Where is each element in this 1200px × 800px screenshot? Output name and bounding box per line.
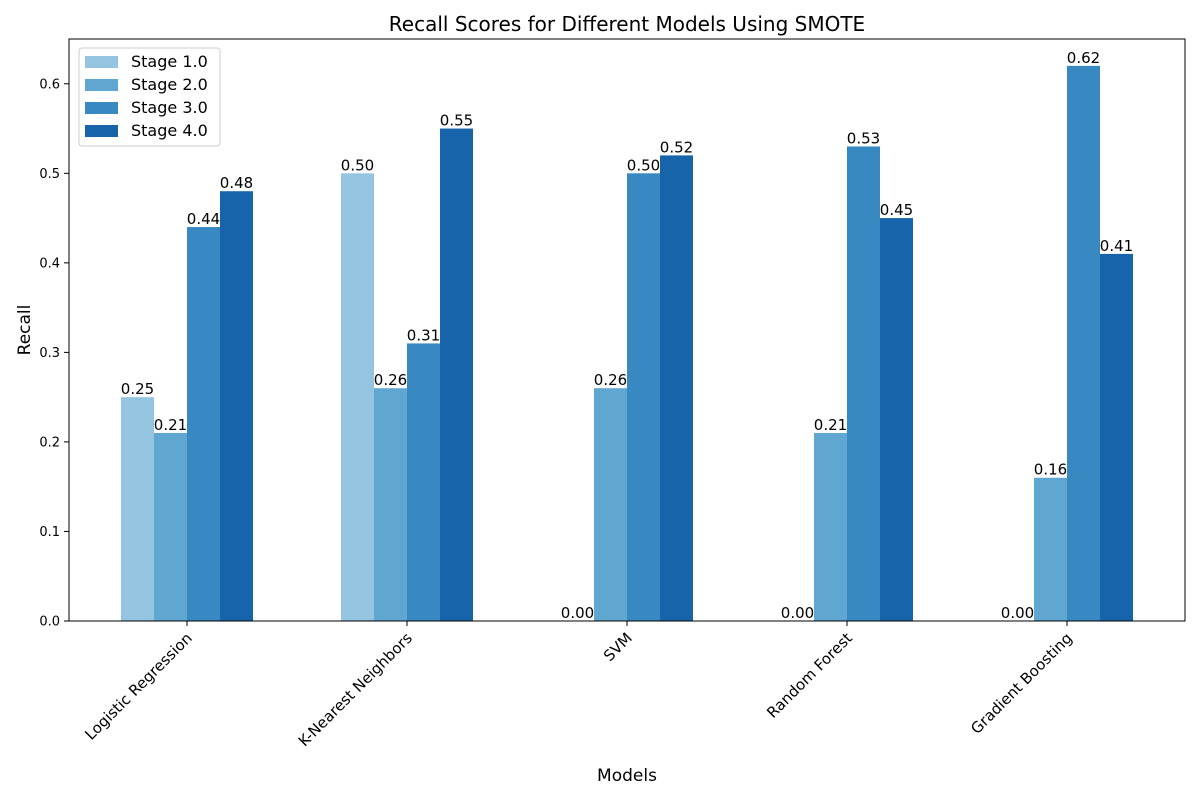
y-tick-label: 0.0 <box>39 615 60 630</box>
bar <box>341 173 374 622</box>
x-axis-ticks: Logistic Regression K-Nearest Neighbors SV… <box>81 621 1076 750</box>
y-tick-label: 0.5 <box>39 167 60 182</box>
bar-value-label: 0.53 <box>847 129 880 147</box>
legend-box <box>78 47 221 147</box>
x-tick-label: Logistic Regression <box>81 629 195 743</box>
bar-value-label: 0.00 <box>1001 604 1034 622</box>
legend-entry-label: Stage 1.0 <box>131 52 208 71</box>
bar-value-label: 0.16 <box>1034 461 1067 479</box>
legend: Stage 1.0 Stage 2.0 Stage 3.0 Stage 4.0 <box>78 47 221 147</box>
bar-value-label: 0.41 <box>1100 237 1133 255</box>
x-axis-title: Models <box>597 766 657 786</box>
bar-labels-layer: 0.250.210.440.480.500.260.310.550.000.26… <box>121 49 1133 622</box>
bar <box>627 173 660 622</box>
x-tick-label: Gradient Boosting <box>967 629 1076 738</box>
legend-entry-label: Stage 3.0 <box>131 98 208 117</box>
bar <box>407 343 440 621</box>
bar-value-label: 0.21 <box>814 416 847 434</box>
bar <box>187 227 220 621</box>
bar-value-label: 0.00 <box>561 604 594 622</box>
bar-value-label: 0.25 <box>121 380 154 398</box>
bar <box>660 155 693 621</box>
legend-swatch <box>85 125 118 137</box>
bar-value-label: 0.26 <box>594 371 627 389</box>
legend-entry-label: Stage 2.0 <box>131 75 208 94</box>
y-axis-title: Recall <box>15 305 35 356</box>
y-tick-label: 0.6 <box>39 77 60 92</box>
bar <box>1034 477 1067 621</box>
bar-value-label: 0.00 <box>781 604 814 622</box>
bar <box>1067 65 1100 621</box>
legend-entry-label: Stage 4.0 <box>131 121 208 140</box>
bar-value-label: 0.48 <box>220 174 253 192</box>
bar <box>594 388 627 621</box>
bar-value-label: 0.44 <box>187 210 220 228</box>
bar <box>880 218 913 622</box>
bar-value-label: 0.62 <box>1067 49 1100 67</box>
bar <box>814 432 847 621</box>
legend-swatch <box>85 79 118 91</box>
x-tick-label: SVM <box>600 629 636 665</box>
y-tick-label: 0.4 <box>39 256 60 271</box>
y-tick-label: 0.3 <box>39 346 60 361</box>
bar <box>1100 253 1133 621</box>
bar-value-label: 0.50 <box>627 156 660 174</box>
bar <box>847 146 880 621</box>
bar-value-label: 0.31 <box>407 326 440 344</box>
y-axis-ticks: 0.0 0.1 0.2 0.3 0.4 0.5 0.6 <box>39 77 69 630</box>
bar <box>220 191 253 621</box>
bar-value-label: 0.21 <box>154 416 187 434</box>
bar <box>154 432 187 621</box>
x-tick-label: K-Nearest Neighbors <box>295 629 416 750</box>
bar <box>374 388 407 621</box>
bar-value-label: 0.26 <box>374 371 407 389</box>
bar-value-label: 0.45 <box>880 201 913 219</box>
x-tick-label: Random Forest <box>763 629 856 722</box>
bar <box>121 397 154 621</box>
bar <box>440 128 473 622</box>
legend-swatch <box>85 56 118 68</box>
y-tick-label: 0.1 <box>39 525 60 540</box>
chart-title: Recall Scores for Different Models Using… <box>389 12 865 36</box>
bar-value-label: 0.50 <box>341 156 374 174</box>
y-tick-label: 0.2 <box>39 435 60 450</box>
bar-value-label: 0.52 <box>660 138 693 156</box>
bar-value-label: 0.55 <box>440 112 473 130</box>
bars-layer <box>121 65 1133 622</box>
legend-swatch <box>85 102 118 114</box>
